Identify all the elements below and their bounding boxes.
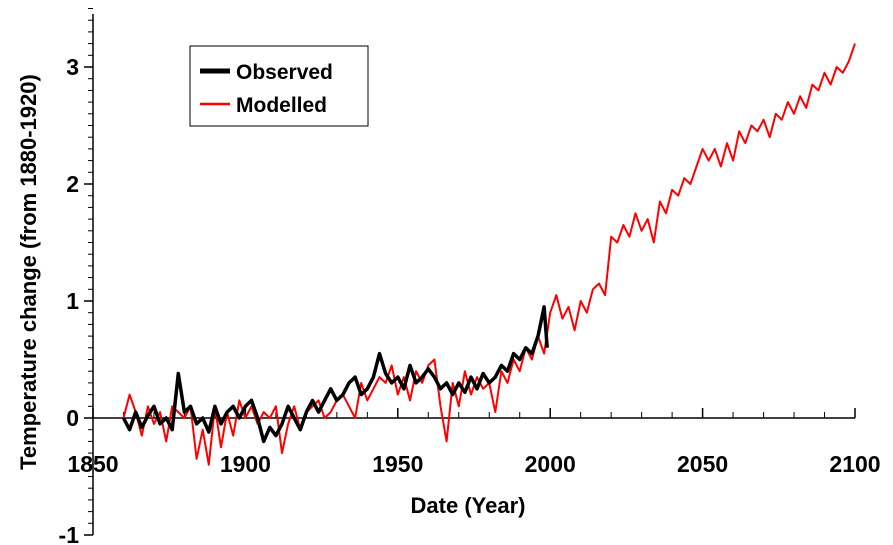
x-tick-label: 2050 bbox=[677, 451, 728, 477]
legend-label-modelled: Modelled bbox=[236, 94, 327, 117]
series-line-observed bbox=[121, 305, 549, 444]
x-axis-title: Date (Year) bbox=[411, 493, 526, 518]
y-tick-label: 0 bbox=[66, 405, 79, 431]
legend-box bbox=[189, 45, 369, 127]
y-tick-label: 3 bbox=[66, 54, 79, 80]
x-tick-label: 2000 bbox=[525, 451, 576, 477]
legend-label-observed: Observed bbox=[236, 61, 333, 84]
x-tick-label: 1950 bbox=[372, 451, 423, 477]
series-layer bbox=[121, 43, 856, 466]
y-axis-title: Temperature change (from 1880-1920) bbox=[16, 74, 41, 470]
x-tick-label: 2100 bbox=[829, 451, 880, 477]
x-tick-label: 1850 bbox=[67, 451, 118, 477]
y-tick-label: -1 bbox=[59, 522, 80, 545]
x-tick-label: 1900 bbox=[220, 451, 271, 477]
y-tick-label: 2 bbox=[66, 171, 79, 197]
y-tick-label: 1 bbox=[66, 288, 79, 314]
legend: Observed Modelled bbox=[189, 45, 369, 127]
